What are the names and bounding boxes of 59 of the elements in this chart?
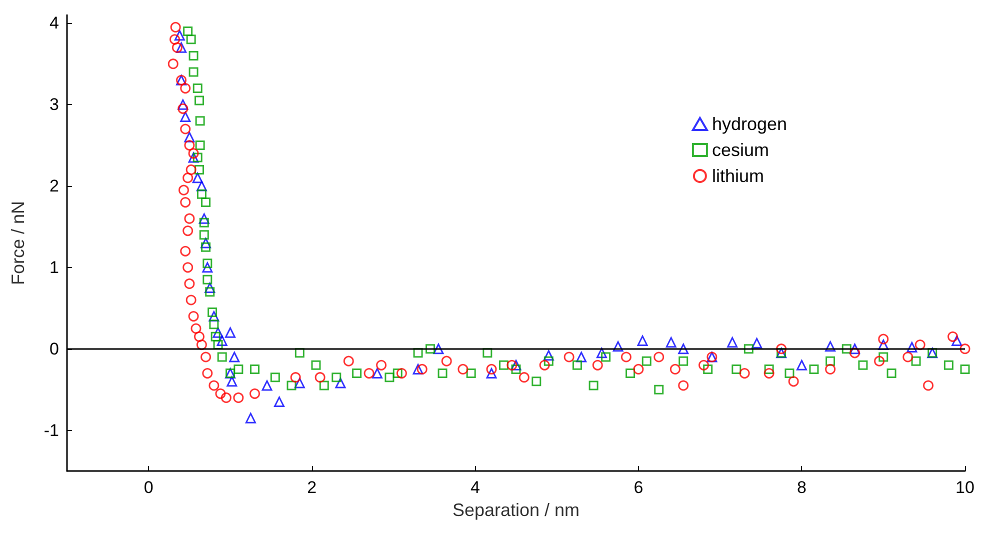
x-tick-label: 0: [144, 478, 154, 497]
point: [196, 180, 207, 192]
legend-label: hydrogen: [712, 114, 788, 134]
point: [637, 335, 648, 346]
point: [200, 238, 212, 248]
point: [226, 376, 238, 387]
y-tick-label: 2: [50, 176, 59, 196]
point: [906, 342, 918, 352]
x-tick-label: 2: [307, 478, 317, 497]
point: [294, 378, 305, 388]
point: [274, 396, 285, 408]
point: [796, 360, 807, 370]
point: [192, 172, 203, 184]
point: [612, 341, 624, 352]
point: [727, 337, 738, 348]
y-tick-label: 3: [50, 95, 59, 114]
point: [510, 360, 522, 370]
point: [216, 335, 228, 346]
point: [952, 335, 962, 346]
point: [212, 327, 224, 338]
point: [850, 344, 860, 354]
x-tick-label: 6: [634, 478, 644, 497]
point: [174, 30, 185, 41]
point: [178, 99, 188, 110]
point: [433, 344, 444, 354]
point: [188, 152, 199, 163]
x-tick-label: 10: [956, 478, 974, 497]
x-axis-title: Separation / nm: [452, 500, 580, 520]
point: [335, 378, 346, 388]
point: [486, 368, 497, 379]
x-tick-label: 4: [470, 478, 480, 497]
point: [229, 352, 240, 362]
point: [543, 350, 554, 361]
point: [204, 282, 216, 294]
point: [198, 213, 210, 224]
y-tick-label: -1: [44, 420, 59, 440]
point: [412, 364, 424, 374]
point: [825, 341, 836, 352]
point: [576, 352, 587, 362]
point: [372, 368, 382, 379]
point: [184, 132, 195, 142]
point: [752, 338, 762, 348]
point: [262, 380, 272, 391]
point: [245, 412, 256, 424]
y-axis-title: Force / nN: [8, 200, 28, 286]
point: [180, 112, 191, 122]
point: [596, 348, 607, 358]
point: [225, 327, 236, 338]
point: [666, 337, 676, 348]
y-tick-label: 0: [50, 339, 59, 358]
point: [176, 42, 187, 53]
y-tick-label: 4: [50, 14, 59, 33]
point: [208, 311, 220, 322]
point: [202, 262, 213, 273]
x-tick-label: 8: [796, 478, 806, 497]
legend-label: cesium: [712, 140, 769, 160]
legend-label: lithium: [712, 166, 764, 186]
y-tick-label: 1: [50, 258, 59, 277]
point: [678, 344, 689, 354]
